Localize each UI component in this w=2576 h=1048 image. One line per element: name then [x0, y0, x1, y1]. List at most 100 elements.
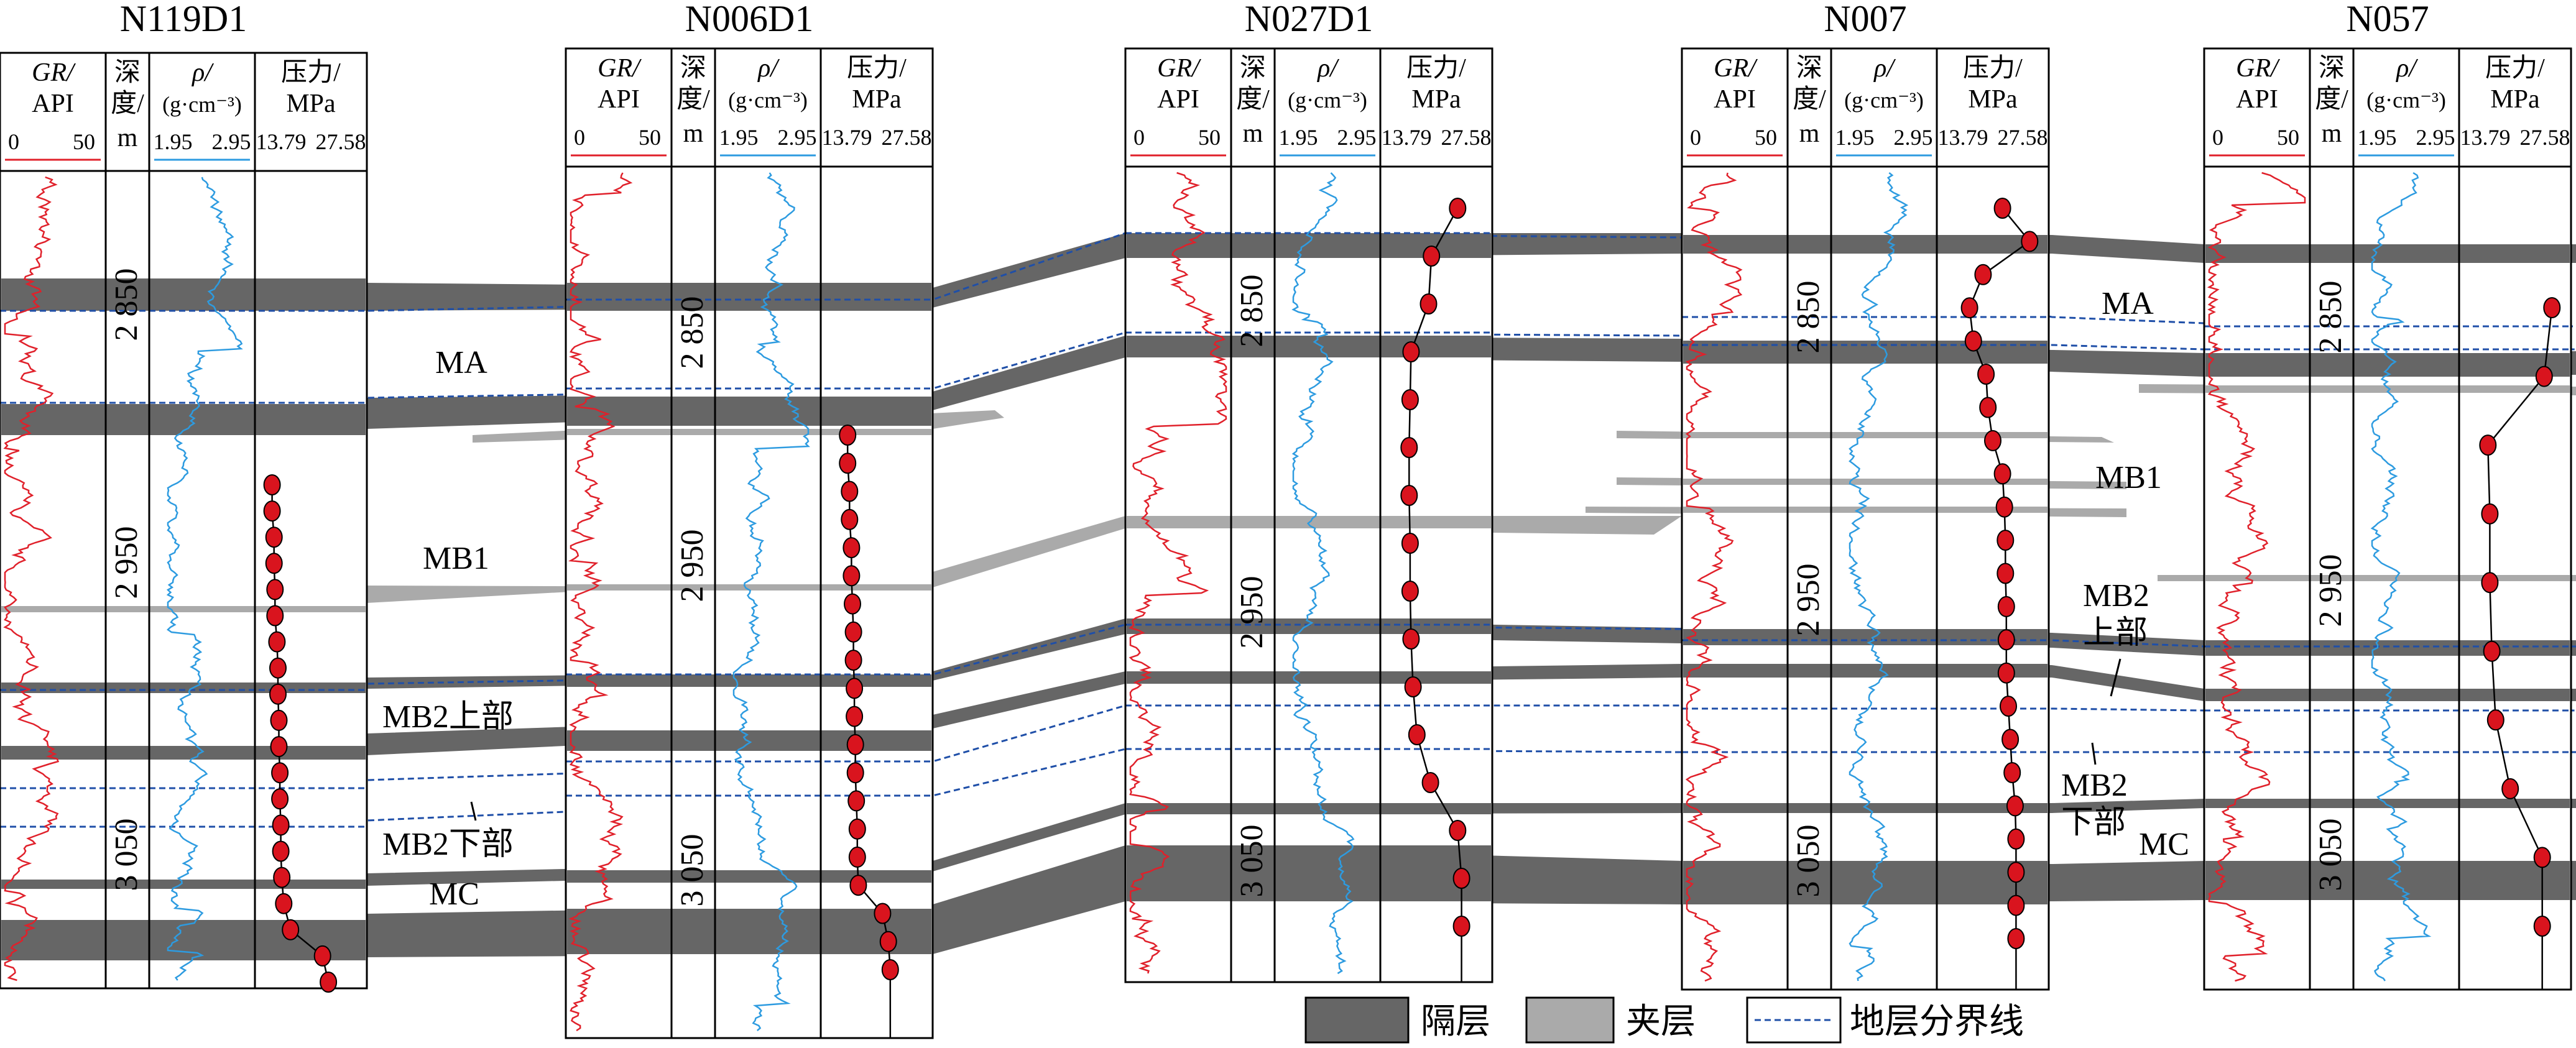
rho-header: ρ/ — [1316, 54, 1339, 83]
pressure-point — [273, 866, 291, 888]
depth-label: 2 850 — [1234, 275, 1270, 347]
boundary-mb2-upper-lower — [0, 704, 2576, 789]
pressure-point — [1977, 364, 1995, 385]
gr-scale-min: 0 — [1133, 125, 1145, 150]
track-frame-top — [2203, 47, 2572, 991]
pressure-point — [839, 425, 857, 446]
pressure-point — [848, 818, 866, 840]
interlayer-in-track — [1683, 507, 2047, 513]
track-frame-top — [1681, 47, 2050, 991]
legend-barrier-swatch — [1304, 996, 1410, 1044]
rho-scale-min: 1.95 — [719, 125, 759, 150]
depth-label: 2 850 — [2313, 281, 2348, 354]
track-frame-top — [0, 52, 368, 990]
rho-scale-min: 1.95 — [2358, 125, 2397, 150]
barrier-in-track — [1127, 845, 1491, 901]
pressure-point — [1402, 628, 1420, 650]
pressure-point — [874, 903, 892, 924]
rho-header: ρ/ — [2395, 54, 2418, 83]
rho-header: ρ/ — [757, 54, 780, 83]
pressure-point — [2481, 572, 2499, 594]
pressure-scale-min: 13.79 — [822, 125, 872, 150]
pressure-point — [2543, 297, 2561, 318]
density-curve — [1291, 172, 1355, 975]
barrier-in-track — [567, 730, 931, 751]
pressure-point — [843, 537, 861, 559]
pressure-point — [844, 650, 862, 671]
gr-unit: API — [598, 85, 640, 114]
pressure-point — [2533, 847, 2551, 868]
rho-scale-min: 1.95 — [154, 129, 193, 154]
depth-label: 2 950 — [2313, 554, 2348, 627]
pressure-point — [266, 605, 284, 627]
barrier-in-track — [1683, 235, 2047, 254]
pressure-point — [844, 621, 862, 643]
well-title: N119D1 — [120, 0, 247, 39]
barrier-in-track — [1, 746, 366, 760]
pressure-point — [881, 959, 899, 980]
depth-label: 2 950 — [1234, 576, 1270, 649]
zone-label-mb2l-right-1: MB2 — [2061, 768, 2128, 803]
pressure-point — [313, 945, 331, 967]
depth-label: 2 850 — [1791, 281, 1826, 354]
pressure-unit: MPa — [286, 90, 336, 118]
density-curve — [166, 177, 243, 981]
rho-scale-min: 1.95 — [1835, 125, 1875, 150]
pressure-point — [1997, 629, 2015, 651]
depth-label: 2 850 — [109, 269, 144, 341]
gr-curve — [3, 176, 60, 981]
pressure-scale-min: 13.79 — [256, 129, 307, 154]
pressure-point — [839, 453, 857, 474]
interlayer-in-track — [567, 584, 931, 591]
zone-label-mb2u-right-2: 上部 — [2083, 615, 2148, 651]
pressure-point — [2007, 928, 2025, 949]
pressure-point — [270, 709, 288, 731]
zone-labels: MA MB1 MB2上部 MB2下部 MC MA MB1 MB2 上部 MB2 … — [382, 286, 2189, 912]
pressure-point — [1421, 772, 1439, 793]
pressure-point — [2006, 795, 2024, 817]
pressure-point — [1984, 430, 2001, 451]
pressure-point — [846, 678, 864, 699]
boundary-mb2-lower — [0, 748, 2576, 828]
pressure-scale-max: 27.58 — [1441, 125, 1492, 150]
depth-header-2: 度/ — [1793, 85, 1826, 114]
legend-barrier-label: 隔层 — [1421, 1003, 1490, 1041]
density-curve — [2370, 172, 2432, 981]
pressure-point — [2007, 894, 2025, 916]
depth-label: 3 050 — [1234, 825, 1270, 898]
gr-scale-min: 0 — [1690, 125, 1701, 150]
mb2l-leader-right — [2091, 742, 2097, 765]
gr-scale-min: 0 — [8, 129, 19, 154]
well-title: N007 — [1824, 0, 1906, 39]
track-background — [566, 48, 933, 1038]
pressure-scale-min: 13.79 — [1938, 125, 1988, 150]
pressure-point — [2021, 231, 2039, 252]
track-background — [1125, 48, 1492, 982]
gr-scale-max: 50 — [1198, 125, 1221, 150]
rho-scale-max: 2.95 — [212, 129, 251, 154]
gr-header: GR/ — [598, 54, 642, 83]
pressure-point — [271, 762, 289, 784]
gr-curve — [1129, 172, 1229, 974]
track-background — [0, 53, 367, 988]
pressure-point — [1400, 485, 1418, 506]
gr-scale-min: 0 — [574, 125, 585, 150]
pressure-point — [1449, 820, 1467, 841]
pressure-unit: MPa — [1968, 85, 2018, 114]
pressure-scale-max: 27.58 — [1998, 125, 2048, 150]
pressure-point — [269, 657, 287, 679]
pressure-point — [275, 893, 293, 914]
barrier-in-track — [1127, 671, 1491, 684]
well-n119d1: N119D1 GR/API 0 50 深度/m ρ/ (g·cm⁻³) 1.95 2.95 压力/… — [0, 0, 368, 993]
gr-curve — [2207, 172, 2306, 982]
pressure-header: 压力/ — [281, 58, 341, 87]
pressure-point — [2501, 778, 2519, 799]
pressure-point — [1979, 397, 1997, 418]
pressure-header: 压力/ — [2485, 54, 2545, 83]
barrier-in-track — [2205, 799, 2570, 808]
interlayer-in-track — [2205, 575, 2570, 581]
pressure-point — [843, 565, 861, 587]
depth-header-2: 度/ — [111, 90, 144, 118]
